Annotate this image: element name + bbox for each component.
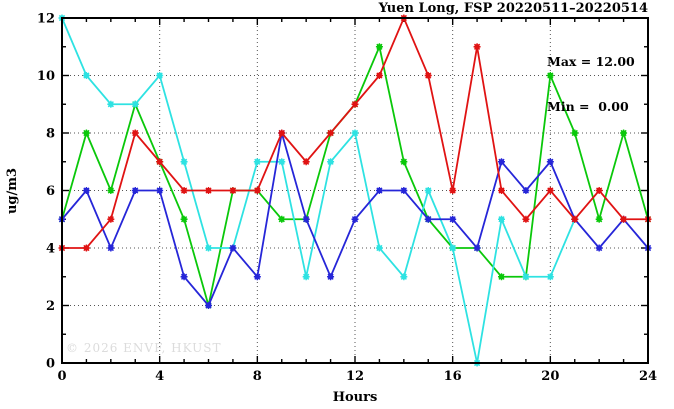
y-tick-label: 12 xyxy=(37,12,55,27)
x-tick-label: 0 xyxy=(57,369,66,384)
legend-min-value: Min = 0.00 xyxy=(547,99,629,114)
series-cyan-line xyxy=(61,17,576,364)
y-tick-label: 0 xyxy=(46,357,55,372)
chart-title: Yuen Long, FSP 20220511–20220514 xyxy=(378,1,648,16)
x-tick-label: 16 xyxy=(444,369,462,384)
x-tick-label: 20 xyxy=(541,369,559,384)
y-tick-label: 6 xyxy=(46,184,55,199)
x-tick-label: 24 xyxy=(639,369,657,384)
y-tick-label: 8 xyxy=(46,127,55,142)
y-tick-label: 10 xyxy=(37,69,55,84)
x-tick-label: 12 xyxy=(346,369,364,384)
watermark: © 2026 ENVF, HKUST xyxy=(66,341,222,355)
plot-border xyxy=(61,17,649,364)
y-axis-label: ug/m3 xyxy=(5,167,20,215)
y-tick-label: 2 xyxy=(46,299,55,314)
y-tick-label: 4 xyxy=(46,242,55,257)
x-tick-label: 4 xyxy=(155,369,164,384)
x-axis-label: Hours xyxy=(332,390,378,405)
legend-max-value: Max = 12.00 xyxy=(547,54,635,69)
legend: Max = 12.00 Min = 0.00 xyxy=(547,24,635,129)
x-tick-label: 8 xyxy=(253,369,262,384)
